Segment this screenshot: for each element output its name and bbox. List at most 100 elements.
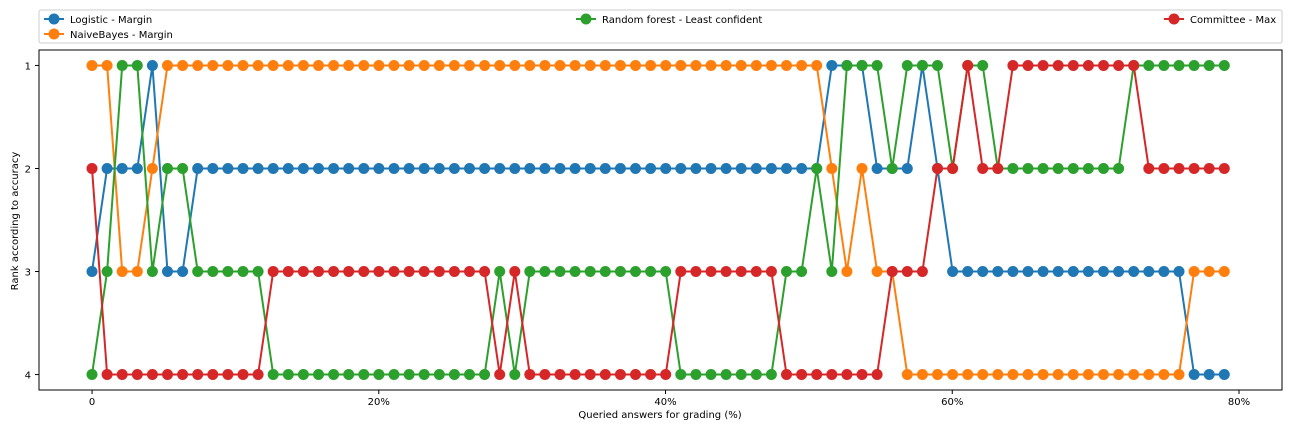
data-point [1052,163,1064,174]
data-point [645,369,657,380]
data-point [252,266,264,277]
data-point [297,163,309,174]
data-point [841,60,853,71]
data-point [1158,266,1170,277]
data-point [977,266,989,277]
data-point [750,163,762,174]
data-point [192,163,204,174]
data-point [116,60,128,71]
data-point [509,60,521,71]
data-point [569,60,581,71]
data-point [373,163,385,174]
data-point [539,266,551,277]
data-point [479,60,491,71]
data-point [977,163,989,174]
data-point [856,60,868,71]
data-point [297,266,309,277]
data-point [796,163,808,174]
data-point [947,163,959,174]
data-point [645,266,657,277]
data-point [1007,60,1019,71]
data-point [1143,369,1155,380]
data-point [539,369,551,380]
data-point [162,163,173,174]
data-point [1218,60,1230,71]
data-point [1218,369,1230,380]
data-point [796,266,808,277]
data-point [841,266,853,277]
data-point [1143,163,1155,174]
x-tick-label: 80% [1228,397,1250,408]
data-point [1082,266,1094,277]
data-point [373,369,385,380]
data-point [146,266,158,277]
data-point [1098,369,1109,380]
data-point [267,60,279,71]
data-point [524,163,536,174]
data-point [1173,60,1185,71]
data-point [675,369,687,380]
series-logistic-margin [86,60,1230,380]
data-point [856,369,868,380]
data-point [146,163,158,174]
data-point [977,369,989,380]
data-point [192,369,204,380]
data-point [403,369,415,380]
data-point [705,60,717,71]
data-point [1052,60,1064,71]
data-point [781,163,792,174]
data-point [494,60,506,71]
data-point [947,266,959,277]
data-point [1022,369,1034,380]
data-point [539,60,551,71]
data-point [886,266,898,277]
data-point [871,369,883,380]
data-point [826,60,838,71]
series-line-committee-max [91,64,1225,376]
data-point [1022,266,1034,277]
data-point [720,369,732,380]
data-point [388,369,400,380]
data-point [1098,266,1109,277]
data-point [343,266,355,277]
data-point [1113,60,1125,71]
data-point [433,60,445,71]
data-point [645,60,657,71]
data-point [464,266,475,277]
data-point [237,369,249,380]
data-point [433,369,445,380]
data-point [116,369,128,380]
data-point [569,163,581,174]
data-point [418,369,430,380]
legend-label: Random forest - Least confident [602,15,762,26]
data-point [781,60,792,71]
data-point [1082,369,1094,380]
data-point [403,266,415,277]
data-point [479,163,491,174]
data-point [690,60,702,71]
data-point [569,266,581,277]
legend-swatch-marker [580,13,592,25]
data-point [177,163,189,174]
data-point [162,369,173,380]
series-naivebayes-margin [86,60,1230,380]
data-point [977,60,989,71]
data-point [101,60,113,71]
data-point [388,60,400,71]
data-point [796,60,808,71]
data-point [524,60,536,71]
data-point [690,369,702,380]
data-point [1052,369,1064,380]
data-point [614,60,626,71]
data-point [358,60,370,71]
data-point [448,266,460,277]
data-point [313,163,324,174]
series-committee-max [86,60,1230,380]
data-point [1188,163,1200,174]
legend-label: Committee - Max [1190,15,1276,26]
data-point [720,266,732,277]
data-point [101,266,113,277]
data-point [343,163,355,174]
data-point [901,369,913,380]
data-point [811,60,823,71]
